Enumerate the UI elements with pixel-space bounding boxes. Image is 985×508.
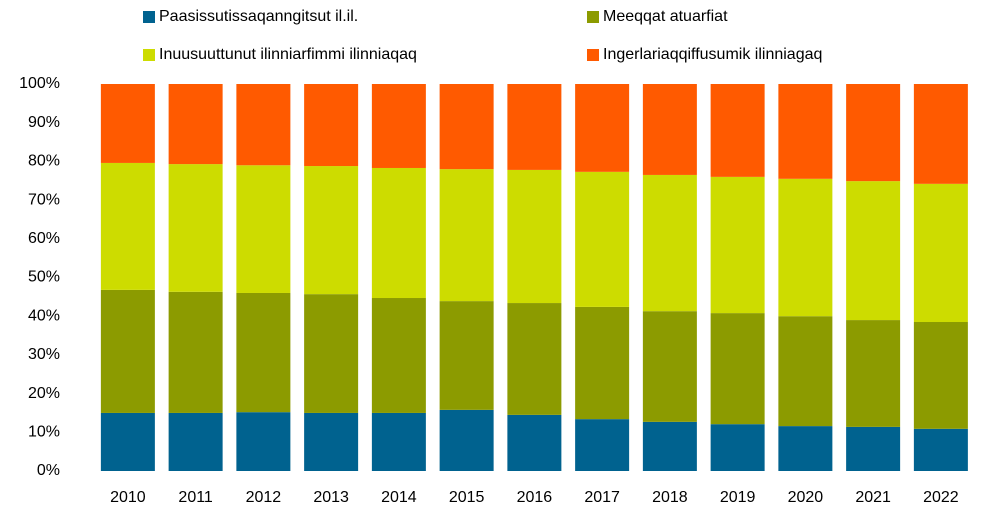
bar-segment [100,412,155,471]
bar-segment [439,84,494,170]
legend-swatch [143,49,155,61]
x-tick-label: 2017 [584,489,620,506]
x-tick-label: 2014 [381,489,417,506]
bar-segment [778,178,833,317]
bar-segment [304,84,359,167]
bar-segment [575,306,630,420]
bar-segment [507,414,562,471]
y-tick-label: 60% [28,230,60,247]
bar-segment [846,320,901,427]
bar-segment [168,164,223,292]
bar-segment [642,311,697,422]
bar-segment [507,303,562,415]
bar-segment [304,412,359,471]
bar-segment [371,412,426,471]
bar-segment [168,412,223,471]
y-tick-label: 40% [28,307,60,324]
bar-segment [371,298,426,413]
bar-segment [236,292,291,413]
x-tick-label: 2022 [923,489,959,506]
legend-label: Inuusuuttunut ilinniarfimmi ilinniaqaq [159,46,417,63]
bar-segment [913,183,968,323]
x-tick-label: 2013 [313,489,349,506]
y-tick-label: 70% [28,191,60,208]
bar-segment [710,84,765,177]
x-tick-label: 2015 [449,489,485,506]
bar-segment [236,412,291,471]
bar-segment [642,174,697,312]
legend-swatch [587,49,599,61]
legend-label: Ingerlariaqqiffusumik ilinniagaq [603,46,822,63]
y-tick-label: 80% [28,153,60,170]
bar-segment [710,313,765,425]
legend-swatch [143,11,155,23]
bar-segment [371,167,426,299]
bar-segment [710,176,765,314]
bar-segment [439,301,494,410]
legend-label: Paasissutissaqanngitsut il.il. [159,8,358,25]
bar-segment [846,426,901,471]
bar-segment [778,316,833,427]
x-tick-label: 2018 [652,489,688,506]
bar-segment [913,322,968,429]
bar-segment [913,84,968,184]
bar-segment [168,291,223,413]
y-tick-label: 50% [28,269,60,286]
bar-segment [100,162,155,290]
x-tick-label: 2021 [855,489,891,506]
bar-segment [642,421,697,471]
bar-segment [236,165,291,293]
x-tick-label: 2011 [178,489,213,506]
y-tick-label: 20% [28,385,60,402]
x-tick-label: 2012 [246,489,282,506]
x-tick-label: 2019 [720,489,756,506]
bar-segment [507,169,562,304]
bar-segment [100,84,155,163]
bar-segment [778,84,833,179]
x-tick-label: 2010 [110,489,146,506]
bar-segment [100,289,155,413]
legend-swatch [587,11,599,23]
y-tick-label: 90% [28,114,60,131]
bar-segment [507,84,562,170]
bar-segment [304,166,359,295]
bar-segment [371,84,426,168]
x-tick-label: 2016 [517,489,553,506]
bar-segment [846,84,901,182]
bar-segment [439,169,494,302]
bar-segment [304,294,359,413]
bar-segment [439,409,494,471]
bar-segment [778,426,833,471]
bar-segment [846,181,901,321]
y-tick-label: 30% [28,346,60,363]
bar-segment [575,171,630,307]
x-tick-label: 2020 [788,489,824,506]
y-tick-label: 0% [37,462,60,479]
bar-segment [575,84,630,172]
bar-segment [710,424,765,471]
bar-segment [236,84,291,166]
bar-segment [913,428,968,471]
bar-segment [168,84,223,165]
legend-label: Meeqqat atuarfiat [603,8,728,25]
y-tick-label: 10% [28,424,60,441]
bar-segment [642,84,697,175]
bar-segment [575,419,630,471]
y-tick-label: 100% [19,75,60,92]
